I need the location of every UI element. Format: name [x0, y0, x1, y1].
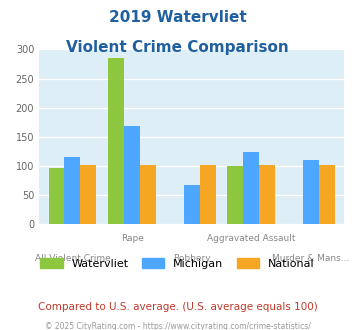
Text: All Violent Crime: All Violent Crime	[34, 254, 110, 263]
Bar	[303, 160, 319, 224]
Text: © 2025 CityRating.com - https://www.cityrating.com/crime-statistics/: © 2025 CityRating.com - https://www.city…	[45, 322, 310, 330]
Bar	[124, 126, 140, 224]
Bar	[228, 166, 244, 224]
Bar	[108, 58, 124, 224]
Bar	[319, 165, 335, 224]
Bar	[184, 185, 200, 224]
Text: Robbery: Robbery	[173, 254, 211, 263]
Bar	[80, 165, 96, 224]
Text: Rape: Rape	[121, 234, 143, 243]
Text: Aggravated Assault: Aggravated Assault	[207, 234, 296, 243]
Bar	[259, 165, 275, 224]
Text: Murder & Mans...: Murder & Mans...	[272, 254, 350, 263]
Text: Violent Crime Comparison: Violent Crime Comparison	[66, 40, 289, 54]
Bar	[65, 157, 80, 224]
Text: Compared to U.S. average. (U.S. average equals 100): Compared to U.S. average. (U.S. average …	[38, 302, 317, 312]
Bar	[49, 168, 65, 224]
Text: 2019 Watervliet: 2019 Watervliet	[109, 10, 246, 25]
Bar	[200, 165, 215, 224]
Bar	[140, 165, 156, 224]
Bar	[244, 152, 259, 224]
Legend: Watervliet, Michigan, National: Watervliet, Michigan, National	[36, 254, 319, 273]
